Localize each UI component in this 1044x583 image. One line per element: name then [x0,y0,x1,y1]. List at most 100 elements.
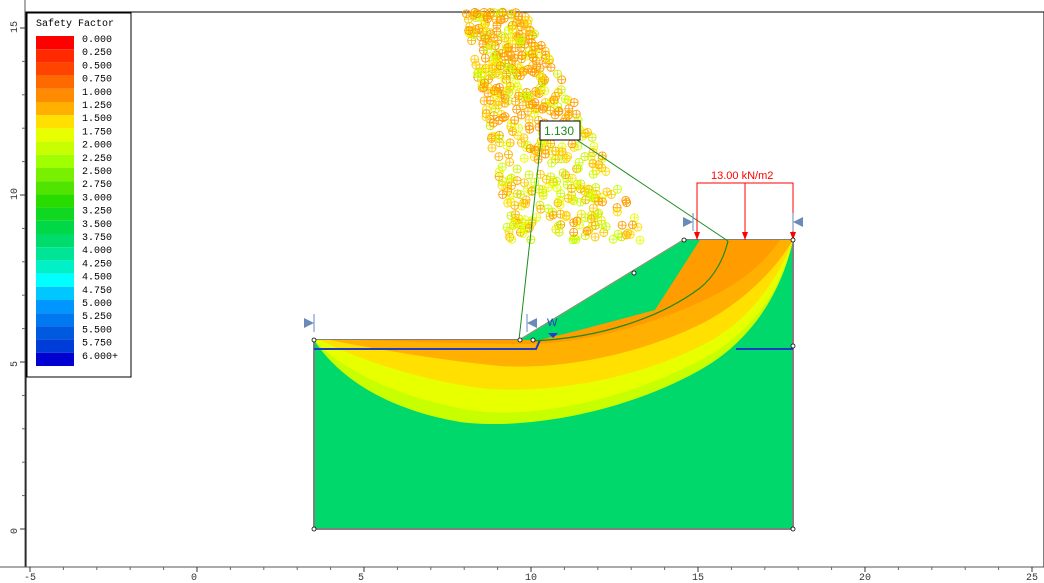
slip-center-point [628,220,637,230]
slip-center-point [558,168,568,178]
legend-label: 0.500 [82,61,112,72]
legend-label: 5.500 [82,325,112,336]
slip-center-point [536,204,546,214]
slip-center-point [588,158,598,168]
slip-center-point [527,186,537,196]
slip-center-point [569,218,579,228]
slip-center-point [505,157,515,167]
slip-center-point [540,145,550,155]
slip-center-point [532,88,542,98]
legend-swatch [36,168,74,182]
slip-center-point [509,70,519,79]
legend-label: 6.000+ [82,352,118,363]
slip-center-point [500,75,510,85]
slip-center-point [516,223,526,233]
slip-center-point [523,91,533,101]
slip-center-point [479,83,489,93]
legend-swatch [36,339,74,353]
slip-center-point [479,23,489,33]
slip-center-point [498,113,508,123]
legend-swatch [36,62,74,76]
slip-center-point [517,50,527,60]
slip-center-point [514,12,523,21]
slip-center-point [520,215,530,225]
slip-center-point [491,15,501,25]
x-tick-label: -5 [24,573,36,583]
slip-center-point [573,181,583,191]
slip-center-point [569,227,579,237]
vertical-ruler [0,0,26,567]
slip-center-point [552,183,562,193]
slip-center-point [553,69,562,79]
slip-center-point [514,123,524,133]
y-tick-label: 5 [10,361,21,367]
min-safety-factor-label[interactable]: 1.130 [539,120,581,141]
slip-center-point [524,170,534,180]
slip-center-point [503,198,513,208]
slip-center-point [583,127,593,137]
slip-center-point [561,212,571,222]
slip-center-point [509,219,519,229]
distributed-load[interactable]: 13.00 kN/m2 [694,170,796,240]
slip-radius-line-left [518,139,542,341]
legend-swatch [36,352,74,366]
slip-center-point [495,61,505,71]
slip-center-point [511,78,520,88]
slip-center-point [602,187,612,197]
legend-swatch [36,313,74,327]
slip-center-point [513,131,523,140]
slip-center-point [587,132,597,142]
slip-center-point [593,196,603,206]
legend-swatch [36,326,74,340]
slip-center-point [553,102,563,111]
slip-center-point [535,63,545,73]
slip-center-point [574,157,584,167]
slip-center-point [588,169,598,179]
slip-center-point [503,186,513,196]
slip-center-point [517,51,527,61]
slip-center-point [590,232,600,242]
slip-center-point [507,173,516,183]
legend-title: Safety Factor [36,18,114,30]
legend-swatch [36,75,74,89]
slip-center-point [623,228,633,238]
slip-center-point [507,181,516,190]
slip-center-point [527,99,537,109]
slip-center-point [492,20,502,30]
legend-swatch [36,128,74,142]
legend-label: 2.250 [82,154,112,165]
slip-center-point [489,33,499,43]
water-table-label: W [547,317,558,329]
slip-center-point [506,51,516,60]
legend-label: 2.750 [82,180,112,191]
slip-center-point [478,39,488,49]
slip-center-point [633,222,643,232]
legend-label: 1.000 [82,88,112,99]
slip-center-point [497,162,507,172]
slip-center-point [502,141,512,151]
slip-center-point [621,196,631,205]
slip-center-point [494,152,504,162]
slip-center-point [546,172,556,182]
legend-swatch [36,49,74,63]
slip-center-point [470,54,480,64]
slip-center-point [526,235,536,245]
slip-center-point [502,181,512,191]
slip-center-point [580,213,590,223]
slip-center-point [510,43,520,53]
slip-center-point [518,101,528,111]
slip-center-point [635,235,645,245]
slip-center-point [507,234,517,244]
water-table-marker[interactable]: W [547,317,558,338]
slip-center-point [504,150,513,159]
y-tick-label: 0 [10,528,21,534]
y-tick-label: 15 [10,21,21,33]
legend-label: 4.750 [82,286,112,297]
slip-center-point [508,25,518,34]
slip-center-point [483,14,492,24]
slip-center-point [500,98,510,108]
x-tick-label: 10 [525,573,537,583]
legend-label: 0.750 [82,75,112,86]
slip-center-point [504,87,514,97]
